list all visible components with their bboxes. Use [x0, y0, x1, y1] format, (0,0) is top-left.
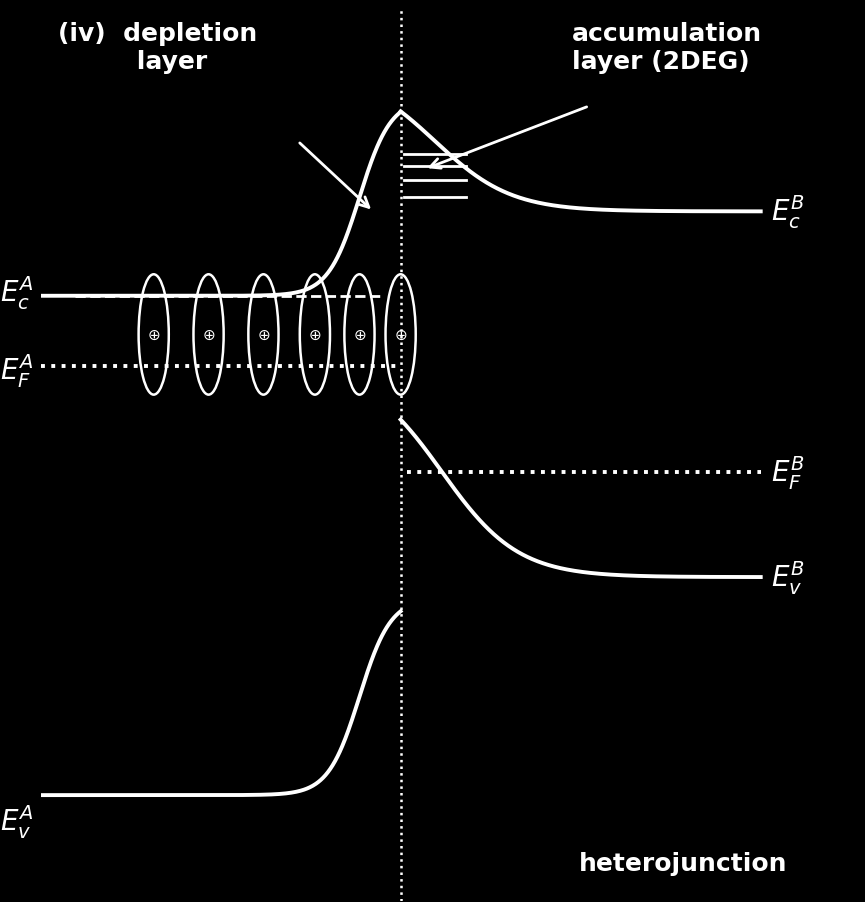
Text: $\oplus$: $\oplus$ — [147, 327, 160, 343]
Text: $\oplus$: $\oplus$ — [257, 327, 270, 343]
Text: $\oplus$: $\oplus$ — [353, 327, 366, 343]
Text: $\oplus$: $\oplus$ — [394, 327, 407, 343]
Text: $E_{c}^{B}$: $E_{c}^{B}$ — [771, 193, 804, 231]
Text: heterojunction: heterojunction — [579, 851, 787, 876]
Text: $E_{c}^{A}$: $E_{c}^{A}$ — [0, 274, 34, 312]
Text: $E_{v}^{A}$: $E_{v}^{A}$ — [0, 802, 34, 840]
Text: $\oplus$: $\oplus$ — [202, 327, 215, 343]
Text: $\oplus$: $\oplus$ — [308, 327, 322, 343]
Text: $E_{v}^{B}$: $E_{v}^{B}$ — [771, 558, 804, 596]
Text: (iv)  depletion
         layer: (iv) depletion layer — [58, 23, 257, 74]
Text: $E_{F}^{A}$: $E_{F}^{A}$ — [0, 351, 34, 389]
Text: $E_{F}^{B}$: $E_{F}^{B}$ — [771, 453, 804, 491]
Text: accumulation
layer (2DEG): accumulation layer (2DEG) — [572, 23, 762, 74]
